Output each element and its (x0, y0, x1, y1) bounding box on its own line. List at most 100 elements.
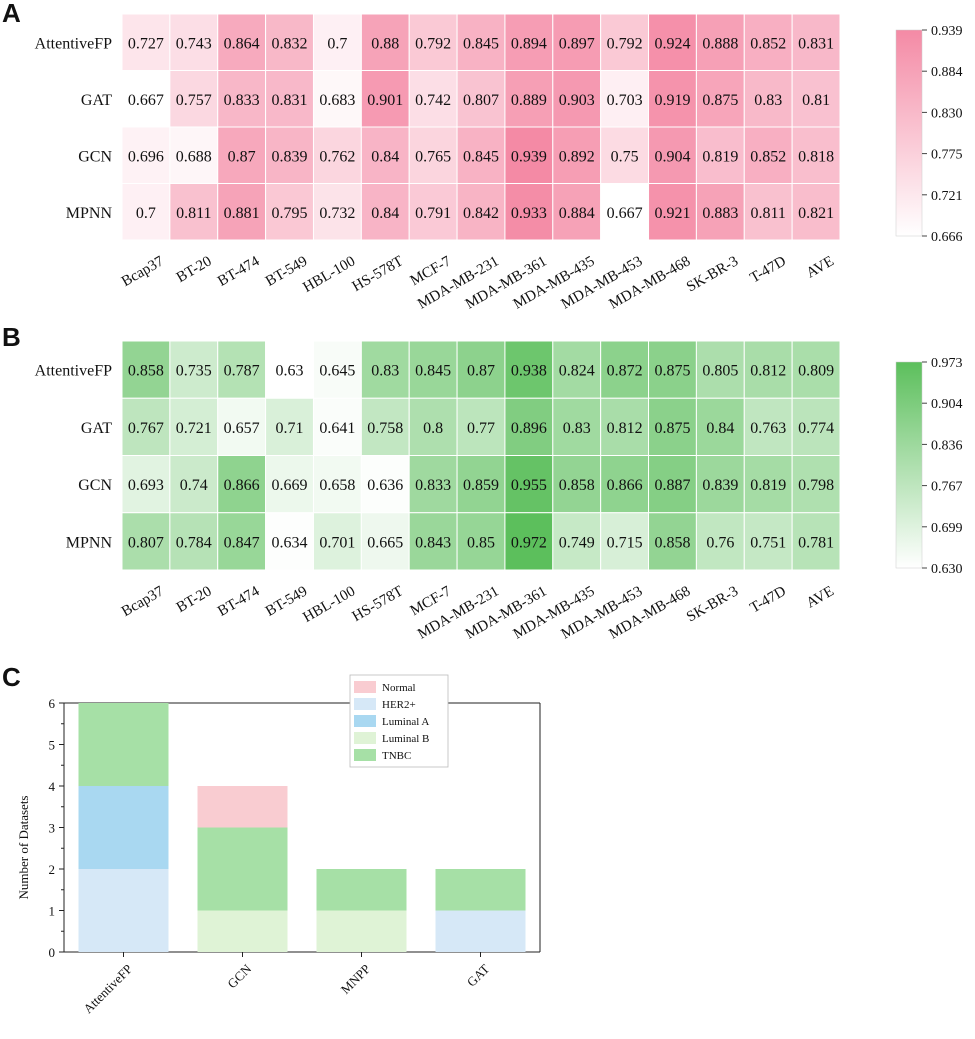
panel-c-letter: C (2, 662, 21, 692)
cell-value: 0.88 (371, 35, 399, 52)
colorbar-tick-label: 0.973 (931, 356, 963, 371)
cell-value: 0.696 (128, 148, 164, 165)
cell-value: 0.765 (415, 148, 451, 165)
cell-value: 0.924 (654, 35, 690, 52)
column-label: HBL-100 (300, 253, 358, 296)
cell-value: 0.858 (654, 534, 690, 551)
legend-label: HER2+ (382, 699, 416, 711)
cell-value: 0.667 (607, 205, 643, 222)
heatmap-cell (456, 397, 506, 456)
column-label: MDA-MB-468 (607, 253, 694, 312)
column-label: SK-BR-3 (684, 583, 741, 625)
cell-value: 0.71 (276, 420, 304, 437)
legend-label: Luminal B (382, 733, 429, 745)
cell-value: 0.743 (176, 35, 212, 52)
cell-value: 0.74 (180, 477, 208, 494)
heatmap-cell (600, 455, 650, 514)
cell-value: 0.831 (798, 35, 834, 52)
cell-value: 0.938 (511, 363, 547, 380)
cell-value: 0.732 (319, 205, 355, 222)
cell-value: 0.84 (371, 148, 399, 165)
cell-value: 0.787 (224, 363, 260, 380)
colorbar-tick-label: 0.939 (931, 24, 963, 39)
heatmap-cell (265, 397, 314, 456)
column-label: T-47D (747, 583, 789, 616)
bar-segment (316, 910, 407, 952)
heatmap-cell (217, 455, 267, 514)
column-label: BT-474 (215, 253, 263, 290)
colorbar-tick-label: 0.884 (931, 65, 963, 80)
heatmap-cell (217, 512, 267, 571)
cell-value: 0.883 (702, 205, 738, 222)
cell-value: 0.875 (654, 420, 690, 437)
heatmap-cell (791, 397, 841, 456)
heatmap-cell (312, 455, 362, 514)
cell-value: 0.715 (607, 534, 643, 551)
cell-value: 0.792 (415, 35, 451, 52)
cell-value: 0.805 (702, 363, 738, 380)
y-axis-label: Number of Datasets (16, 796, 31, 900)
cell-value: 0.767 (128, 420, 164, 437)
cell-value: 0.839 (272, 148, 308, 165)
cell-value: 0.701 (319, 534, 355, 551)
cell-value: 0.87 (228, 148, 256, 165)
cell-value: 0.812 (750, 363, 786, 380)
heatmap-cell (121, 13, 171, 71)
stacked-bar-chart-c: 0 1 2 3 4 5 6 Number of Datasets AttentiveFP GCN M… (16, 674, 541, 1016)
legend-swatch (354, 681, 376, 693)
heatmap-cell (217, 13, 267, 71)
heatmap-cell (312, 512, 362, 571)
heatmap-cell (695, 455, 745, 514)
cell-value: 0.641 (319, 420, 355, 437)
cell-value: 0.784 (176, 534, 212, 551)
heatmap-cell (312, 70, 362, 128)
cell-value: 0.749 (559, 534, 595, 551)
cell-value: 0.852 (750, 148, 786, 165)
heatmap-cell (504, 126, 554, 184)
heatmap-cell (456, 183, 506, 241)
heatmap-cell (695, 340, 745, 399)
row-label: GAT (81, 92, 112, 109)
heatmap-cell (408, 70, 458, 128)
heatmap-cell (169, 455, 219, 514)
cell-value: 0.897 (559, 35, 595, 52)
cell-value: 0.859 (463, 477, 499, 494)
cell-value: 0.872 (607, 363, 643, 380)
column-label: Bcap37 (119, 253, 167, 290)
cell-value: 0.896 (511, 420, 547, 437)
cell-value: 0.669 (272, 477, 308, 494)
heatmap-cell (791, 512, 841, 571)
cell-value: 0.667 (128, 92, 164, 109)
cell-value: 0.892 (559, 148, 595, 165)
cell-value: 0.688 (176, 148, 212, 165)
cell-value: 0.921 (654, 205, 690, 222)
heatmap-cell (265, 455, 314, 514)
cell-value: 0.85 (467, 534, 495, 551)
heatmap-cell (121, 340, 171, 399)
cell-value: 0.864 (224, 35, 260, 52)
colorbar-tick-label: 0.904 (931, 397, 963, 412)
heatmap-cell (600, 512, 650, 571)
heatmap-cell (265, 126, 314, 184)
cell-value: 0.81 (802, 92, 830, 109)
cell-value: 0.881 (224, 205, 260, 222)
heatmap-cell (791, 340, 841, 399)
row-label: GCN (78, 148, 112, 165)
legend-swatch (354, 715, 376, 727)
cell-value: 0.884 (559, 205, 595, 222)
cell-value: 0.866 (607, 477, 643, 494)
heatmap-cell (552, 183, 602, 241)
column-label: BT-20 (174, 253, 215, 286)
cell-value: 0.792 (607, 35, 643, 52)
cell-value: 0.933 (511, 205, 547, 222)
cell-value: 0.845 (463, 35, 499, 52)
heatmap-cell (648, 455, 697, 514)
heatmap-cell (552, 70, 602, 128)
heatmap-cell (121, 70, 171, 128)
cell-value: 0.889 (511, 92, 547, 109)
heatmap-cell (504, 397, 554, 456)
cell-value: 0.901 (367, 92, 403, 109)
bar-segment (197, 827, 288, 911)
bar-segment (197, 910, 288, 952)
cell-value: 0.742 (415, 92, 451, 109)
